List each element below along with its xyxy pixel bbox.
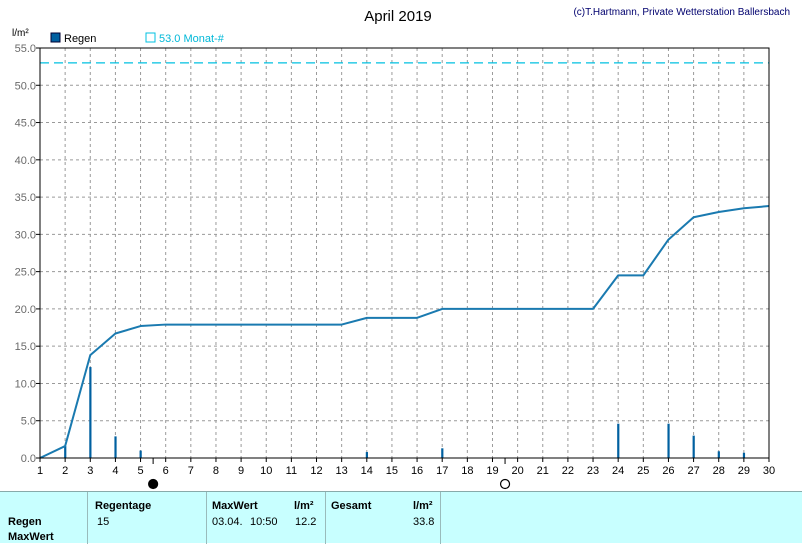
legend: Regen 53.0 Monat-# [50, 32, 225, 45]
rain-bar [365, 452, 368, 458]
gesamt-header: Gesamt [331, 500, 372, 512]
x-tick-label: 9 [238, 465, 244, 477]
x-tick-label: 13 [336, 465, 348, 477]
x-tick-label: 29 [738, 465, 750, 477]
x-tick-label: 3 [87, 465, 93, 477]
y-tick-label: 50.0 [15, 80, 36, 92]
gesamt-value: 33.8 [413, 516, 435, 528]
chart-title: April 2019 [364, 8, 432, 25]
maxwert-header: MaxWert [212, 500, 258, 512]
x-tick-label: 19 [486, 465, 498, 477]
y-tick-label: 15.0 [15, 341, 36, 353]
y-tick-label: 25.0 [15, 267, 36, 279]
x-tick-label: 20 [511, 465, 523, 477]
x-tick-label: 10 [260, 465, 272, 477]
y-tick-label: 55.0 [15, 43, 36, 55]
x-tick-label: 27 [687, 465, 699, 477]
rain-bar [717, 451, 720, 458]
row-label-maxwert: MaxWert [8, 531, 54, 543]
legend-regen-label: Regen [64, 33, 96, 45]
x-tick-label: 18 [461, 465, 473, 477]
x-tick-label: 16 [411, 465, 423, 477]
stats-separator [87, 492, 88, 544]
regentage-header: Regentage [95, 500, 152, 512]
x-tick-label: 17 [436, 465, 448, 477]
x-tick-label: 22 [562, 465, 574, 477]
x-tick-label: 6 [163, 465, 169, 477]
rain-bar [617, 423, 620, 458]
maxwert-unit: l/m² [294, 500, 314, 512]
stats-separator [440, 492, 441, 544]
x-tick-label: 30 [763, 465, 775, 477]
rain-bars [64, 367, 746, 458]
rain-bar [742, 452, 746, 458]
row-label-regen: Regen [8, 516, 42, 528]
rain-bar [139, 450, 142, 458]
y-tick-label: 40.0 [15, 155, 36, 167]
y-tick-label: 35.0 [15, 192, 36, 204]
y-tick-label: 45.0 [15, 118, 36, 130]
rain-bar [89, 367, 92, 458]
stats-panel: Regen MaxWert Regentage 15 MaxWert l/m² … [0, 491, 802, 544]
x-tick-label: 28 [713, 465, 725, 477]
x-tick-label: 8 [213, 465, 219, 477]
y-axis-unit: l/m² [12, 28, 29, 39]
moon-phases [148, 458, 511, 490]
y-tick-label: 20.0 [15, 304, 36, 316]
x-tick-label: 12 [310, 465, 322, 477]
maxwert-value: 12.2 [295, 516, 317, 528]
x-tick-label: 21 [537, 465, 549, 477]
plot-frame [39, 47, 770, 459]
rain-chart: April 2019 (c)T.Hartmann, Private Wetter… [12, 7, 790, 490]
grid [39, 47, 770, 459]
rain-bar [692, 435, 695, 458]
x-tick-label: 15 [386, 465, 398, 477]
x-tick-label: 7 [188, 465, 194, 477]
new-moon-icon [148, 478, 159, 490]
y-tick-label: 5.0 [21, 416, 36, 428]
x-tick-label: 4 [112, 465, 118, 477]
rain-bar [667, 423, 670, 458]
y-tick-label: 10.0 [15, 378, 36, 390]
legend-monat-swatch [145, 32, 156, 43]
y-tick-label: 0.0 [21, 453, 36, 465]
legend-monat-label: 53.0 Monat-# [159, 33, 225, 45]
chart-credit: (c)T.Hartmann, Private Wetterstation Bal… [573, 7, 790, 18]
x-tick-label: 11 [286, 465, 297, 477]
x-tick-label: 14 [361, 465, 373, 477]
y-tick-label: 30.0 [15, 229, 36, 241]
maxwert-time: 10:50 [250, 516, 278, 528]
y-axis-ticks: 0.0 5.0 10.0 15.0 20.0 25.0 30.0 35.0 40.0 45.0 50… [15, 43, 40, 465]
x-tick-label: 25 [637, 465, 649, 477]
legend-regen-swatch [50, 32, 61, 43]
rain-bar [114, 436, 117, 458]
x-tick-label: 1 [37, 465, 43, 477]
stats-separator [206, 492, 207, 544]
x-tick-label: 26 [662, 465, 674, 477]
gesamt-unit: l/m² [413, 500, 433, 512]
full-moon-icon [499, 478, 511, 490]
maxwert-date: 03.04. [212, 516, 243, 528]
x-tick-label: 2 [62, 465, 68, 477]
x-tick-label: 5 [137, 465, 143, 477]
rain-bar [64, 446, 67, 458]
regentage-value: 15 [97, 516, 110, 528]
cumulative-rain-line [39, 205, 770, 459]
x-tick-label: 24 [612, 465, 624, 477]
rain-bar [441, 448, 444, 458]
x-tick-label: 23 [587, 465, 599, 477]
x-axis-ticks: 1 2 3 4 5 6 7 8 9 10 11 12 13 14 15 16 17 18 19 20 21 22 23 24 2… [37, 458, 775, 477]
stats-separator [325, 492, 326, 544]
